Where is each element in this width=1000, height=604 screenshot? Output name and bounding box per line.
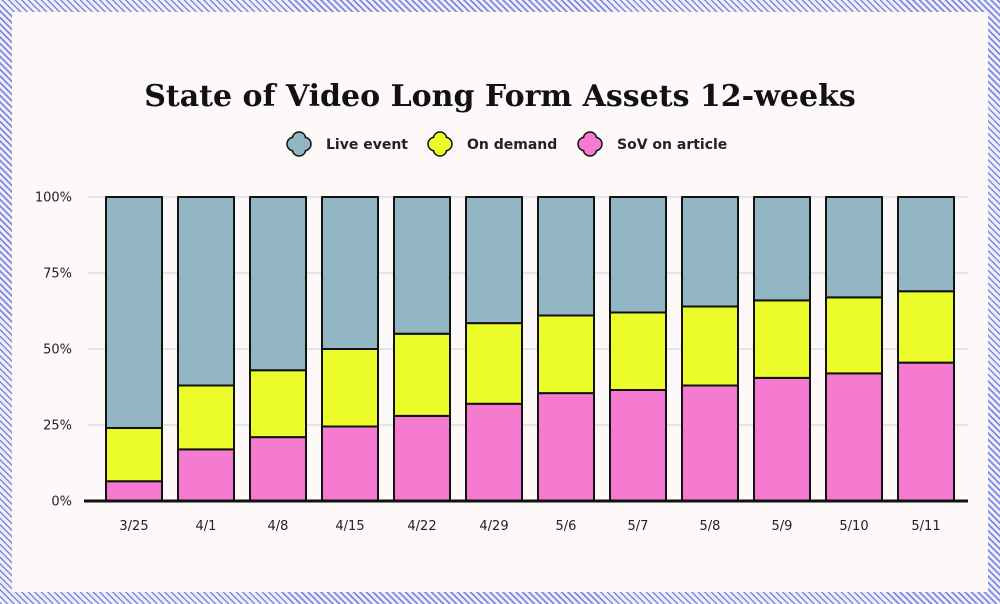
y-tick-label: 0% (51, 495, 72, 510)
bars (105, 196, 955, 503)
bar-sov-on-article-4-15 (321, 425, 379, 502)
bar-live-event-4-1 (177, 196, 235, 387)
bar-live-event-4-29 (465, 196, 523, 325)
chart: State of Video Long Form Assets 12-weeks… (35, 79, 968, 534)
y-tick-label: 50% (43, 343, 72, 358)
bar-on-demand-5-10 (825, 296, 883, 375)
bar-stack-5-8 (681, 196, 739, 503)
chart-title: State of Video Long Form Assets 12-weeks (144, 79, 856, 114)
x-tick-label: 4/1 (196, 519, 217, 534)
legend-marker-icon (577, 131, 603, 157)
bar-sov-on-article-5-7 (609, 389, 667, 503)
bar-live-event-4-8 (249, 196, 307, 372)
x-tick-label: 5/10 (839, 519, 868, 534)
bar-on-demand-3-25 (105, 427, 163, 483)
x-tick-label: 4/29 (479, 519, 508, 534)
bar-live-event-5-7 (609, 196, 667, 314)
bar-stack-5-11 (897, 196, 955, 502)
x-tick-label: 3/25 (119, 519, 148, 534)
bar-stack-5-10 (825, 196, 883, 503)
bar-on-demand-5-6 (537, 314, 595, 395)
bar-on-demand-5-11 (897, 290, 955, 364)
bar-sov-on-article-5-9 (753, 376, 811, 503)
bar-stack-4-1 (177, 196, 235, 503)
bar-live-event-4-15 (321, 196, 379, 350)
bar-sov-on-article-5-8 (681, 384, 739, 503)
bar-sov-on-article-5-6 (537, 392, 595, 502)
bar-sov-on-article-5-10 (825, 372, 883, 503)
x-tick-label: 4/15 (335, 519, 364, 534)
bar-on-demand-4-1 (177, 384, 235, 451)
legend-item-on-demand: On demand (427, 131, 557, 157)
bar-stack-5-6 (537, 196, 595, 502)
bar-live-event-4-22 (393, 196, 451, 335)
bar-stack-4-29 (465, 196, 523, 502)
bar-sov-on-article-4-22 (393, 414, 451, 503)
x-tick-label: 5/9 (772, 519, 793, 534)
legend: Live event On demand SoV on article (286, 131, 727, 157)
x-tick-label: 4/22 (407, 519, 436, 534)
x-tick-label: 5/7 (628, 519, 649, 534)
legend-label: SoV on article (617, 137, 727, 153)
bar-on-demand-5-9 (753, 299, 811, 379)
y-tick-label: 100% (35, 191, 72, 206)
bar-sov-on-article-4-29 (465, 402, 523, 502)
bar-on-demand-4-29 (465, 322, 523, 405)
y-tick-label: 75% (43, 267, 72, 282)
bar-sov-on-article-4-1 (177, 448, 235, 503)
bar-on-demand-5-7 (609, 311, 667, 392)
legend-label: Live event (326, 137, 408, 153)
bar-stack-4-22 (393, 196, 451, 503)
bar-live-event-5-9 (753, 196, 811, 302)
x-tick-label: 5/6 (556, 519, 577, 534)
bar-on-demand-4-8 (249, 369, 307, 439)
bar-stack-4-8 (249, 196, 307, 503)
legend-item-sov-on-article: SoV on article (577, 131, 727, 157)
x-axis: 3/25 4/1 4/8 4/15 4/22 4/29 5/6 5/7 5/8 5/9 5/10 5/… (84, 499, 968, 534)
bar-sov-on-article-4-8 (249, 436, 307, 503)
bar-live-event-3-25 (105, 196, 163, 430)
bar-live-event-5-10 (825, 196, 883, 299)
bar-sov-on-article-5-11 (897, 361, 955, 502)
legend-marker-icon (286, 131, 312, 157)
bar-stack-4-15 (321, 196, 379, 502)
bar-on-demand-4-22 (393, 332, 451, 417)
bar-stack-3-25 (105, 196, 163, 502)
bar-sov-on-article-3-25 (105, 480, 163, 502)
y-tick-label: 25% (43, 419, 72, 434)
bar-live-event-5-8 (681, 196, 739, 308)
bar-on-demand-5-8 (681, 305, 739, 387)
bar-live-event-5-11 (897, 196, 955, 293)
legend-marker-icon (427, 131, 453, 157)
x-tick-label: 4/8 (268, 519, 289, 534)
legend-item-live-event: Live event (286, 131, 408, 157)
bar-stack-5-7 (609, 196, 667, 503)
x-tick-label: 5/8 (700, 519, 721, 534)
legend-label: On demand (467, 137, 557, 153)
y-axis: 0% 25% 50% 75% 100% (35, 191, 72, 510)
bar-stack-5-9 (753, 196, 811, 503)
bar-on-demand-4-15 (321, 348, 379, 428)
x-tick-label: 5/11 (911, 519, 940, 534)
chart-card: State of Video Long Form Assets 12-weeks… (12, 12, 988, 592)
bar-live-event-5-6 (537, 196, 595, 317)
